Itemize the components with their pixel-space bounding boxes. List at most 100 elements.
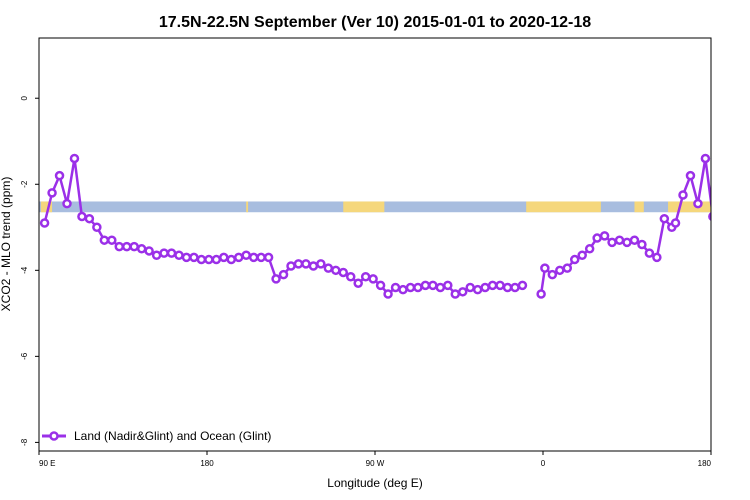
data-point — [39, 218, 50, 228]
data-point — [308, 261, 319, 271]
data-point — [502, 282, 513, 293]
data-point — [47, 188, 57, 198]
data-point — [480, 282, 490, 293]
data-point — [286, 261, 296, 271]
data-point — [670, 218, 681, 228]
data-point — [226, 254, 237, 265]
data-point — [99, 235, 110, 245]
data-point — [353, 278, 363, 288]
data-point — [219, 252, 229, 263]
data-point — [592, 233, 602, 243]
data-point — [174, 250, 184, 261]
data-point — [338, 267, 349, 278]
data-point — [151, 250, 162, 261]
series-line — [539, 157, 711, 295]
data-point — [637, 239, 647, 250]
x-axis: 90 E 180 90 W 0 180 — [38, 451, 712, 468]
data-point — [390, 282, 401, 293]
data-point — [465, 282, 475, 293]
data-point — [607, 237, 617, 248]
data-point — [450, 289, 461, 299]
y-tick-label: -8 — [20, 438, 29, 446]
data-point — [732, 237, 739, 244]
land-band-segment — [526, 201, 601, 213]
y-tick-label: 0 — [20, 95, 29, 100]
data-point — [443, 280, 453, 291]
data-point — [614, 235, 625, 245]
data-point — [540, 263, 550, 273]
data-point — [398, 284, 408, 295]
data-point — [420, 280, 431, 291]
data-point — [345, 272, 356, 282]
data-point — [211, 254, 222, 265]
data-point — [536, 289, 546, 299]
data-point — [241, 250, 251, 261]
data-point — [331, 265, 341, 276]
data-point — [457, 287, 468, 297]
data-point — [114, 241, 125, 252]
data-point — [278, 269, 289, 280]
data-point — [92, 222, 102, 233]
data-point — [413, 282, 423, 293]
data-point — [293, 259, 304, 269]
data-point — [84, 213, 95, 224]
data-point — [693, 198, 703, 209]
data-point — [717, 215, 724, 222]
data-point — [375, 280, 386, 291]
data-point — [435, 282, 446, 293]
data-point — [577, 250, 587, 261]
x-tick-label: 90 E — [39, 459, 55, 468]
y-axis: 0 -2 -4 -6 -8 — [20, 95, 39, 446]
data-point — [510, 282, 520, 293]
data-point — [301, 259, 311, 269]
data-point — [136, 244, 147, 254]
land-band-segment — [634, 201, 644, 213]
data-point — [569, 254, 580, 265]
y-axis-label: XCO2 - MLO trend (ppm) — [0, 177, 13, 312]
data-point — [517, 280, 528, 291]
data-point — [428, 280, 438, 291]
data-point — [129, 241, 139, 252]
data-point — [204, 254, 214, 265]
x-tick-label: 0 — [541, 459, 546, 468]
data-point — [233, 252, 244, 263]
data-point — [685, 170, 696, 181]
y-tick-label: -6 — [20, 352, 29, 360]
data-point — [196, 254, 207, 265]
legend-marker — [49, 431, 59, 441]
data-point — [107, 235, 117, 245]
data-point — [622, 237, 632, 248]
data-point — [472, 284, 483, 295]
y-tick-label: -4 — [20, 266, 29, 274]
land-band-segment — [343, 201, 385, 213]
data-point — [584, 244, 595, 254]
legend: Land (Nadir&Glint) and Ocean (Glint) — [42, 429, 271, 443]
data-point — [271, 274, 281, 284]
data-point — [659, 213, 670, 224]
data-point — [62, 198, 72, 209]
data-point — [316, 259, 326, 269]
data-point — [144, 246, 154, 256]
data-point — [487, 280, 498, 291]
series-layer — [39, 153, 746, 299]
data-point — [599, 231, 610, 241]
data-point — [547, 269, 558, 280]
data-point — [69, 153, 80, 164]
data-point — [629, 235, 640, 245]
data-point — [121, 241, 132, 252]
data-point — [368, 274, 378, 284]
data-point — [360, 272, 371, 282]
legend-label: Land (Nadir&Glint) and Ocean (Glint) — [74, 429, 271, 443]
data-point — [678, 190, 688, 200]
land-band-segment — [668, 201, 711, 213]
data-point — [323, 263, 334, 273]
data-point — [77, 211, 87, 222]
land-band-segment — [40, 201, 53, 213]
data-point — [383, 289, 393, 299]
land-band-segment — [246, 201, 249, 213]
data-point — [159, 248, 169, 258]
data-point — [644, 248, 655, 258]
chart-title: 17.5N-22.5N September (Ver 10) 2015-01-0… — [159, 14, 591, 31]
data-point — [248, 252, 259, 263]
data-point — [739, 237, 746, 244]
